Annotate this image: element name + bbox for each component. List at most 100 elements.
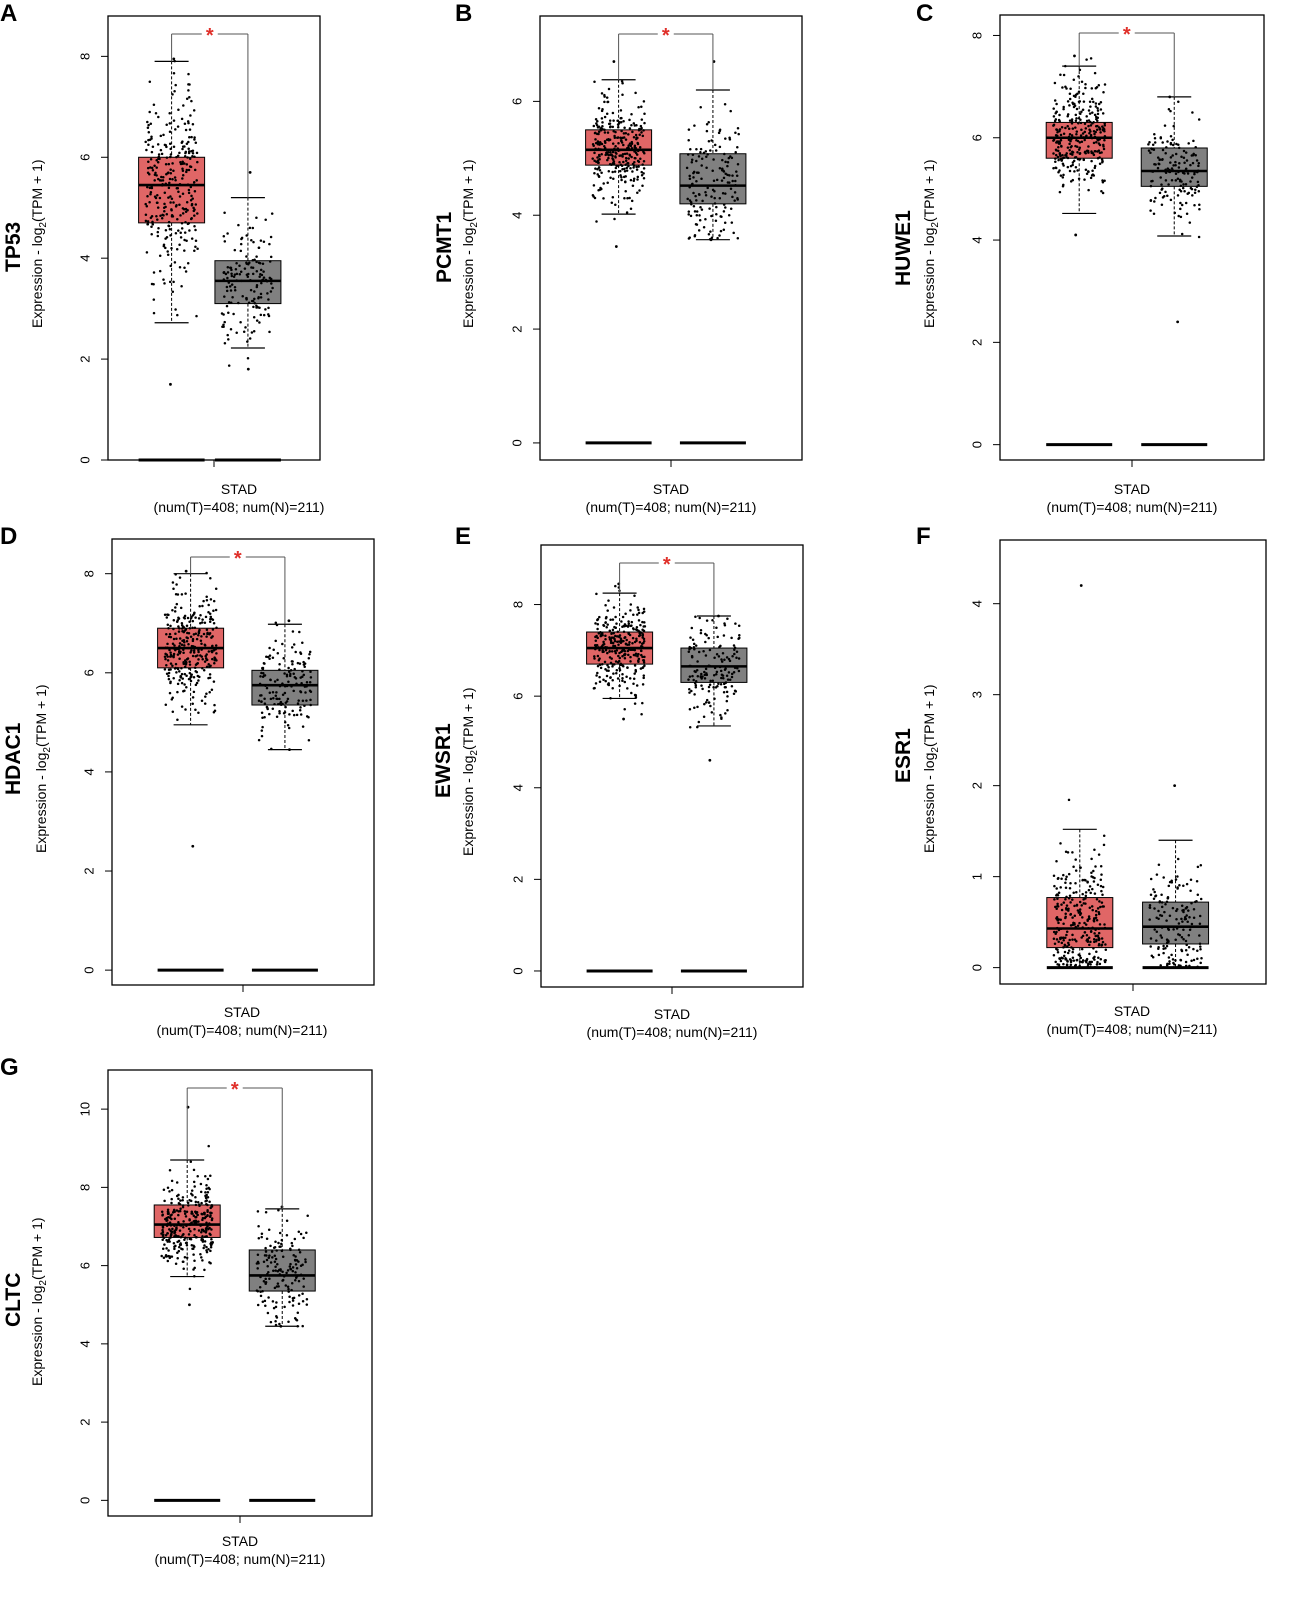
data-point (643, 655, 646, 659)
data-point (632, 135, 636, 139)
data-point (614, 615, 617, 619)
data-point (1096, 124, 1099, 128)
data-point (197, 1220, 200, 1223)
data-point (616, 640, 619, 643)
data-point (616, 119, 619, 123)
data-point (259, 268, 263, 272)
data-point (1093, 164, 1097, 168)
data-point (168, 280, 172, 284)
data-point (1092, 100, 1095, 104)
data-point (190, 194, 193, 198)
data-point (1058, 130, 1061, 133)
data-point (1177, 964, 1181, 967)
data-point (1185, 212, 1189, 216)
data-point (1096, 156, 1100, 160)
data-point (237, 223, 240, 227)
data-point (1078, 158, 1082, 161)
data-point (629, 178, 633, 182)
data-point (194, 1203, 198, 1207)
data-point (174, 231, 178, 235)
y-tick-label: 2 (510, 876, 525, 883)
data-point (162, 1188, 166, 1192)
data-point (185, 239, 188, 242)
data-point (172, 169, 175, 172)
data-point (713, 196, 716, 200)
data-point (167, 1254, 170, 1258)
data-point (593, 151, 596, 155)
data-point (736, 236, 740, 240)
data-point (281, 693, 285, 696)
data-point (1169, 198, 1173, 202)
data-point (1069, 963, 1073, 966)
y-tick-label: 6 (77, 1262, 92, 1269)
data-point (1074, 881, 1077, 885)
data-point (283, 1305, 286, 1309)
y-tick-label: 8 (77, 1184, 92, 1191)
data-point (180, 141, 184, 145)
data-point (625, 675, 628, 678)
data-point (594, 639, 598, 643)
data-point (178, 657, 181, 661)
data-point (221, 325, 224, 328)
data-point (613, 170, 617, 173)
data-point (600, 633, 603, 637)
data-point (196, 662, 200, 665)
data-point (222, 313, 225, 316)
data-point (637, 634, 641, 638)
data-point (158, 254, 162, 257)
data-point (1067, 943, 1071, 946)
data-point (174, 128, 177, 131)
data-point (1189, 180, 1192, 183)
data-point (1062, 954, 1066, 958)
data-point (279, 1268, 282, 1271)
data-point (688, 174, 691, 178)
data-point (184, 708, 187, 711)
data-point (1176, 857, 1180, 861)
data-point (1195, 159, 1199, 162)
data-point (1155, 930, 1159, 934)
sample-counts: (num(T)=408; num(N)=211) (1046, 499, 1218, 515)
data-point (1072, 891, 1075, 895)
data-point (259, 675, 262, 678)
data-point (169, 680, 172, 683)
data-point (173, 1247, 176, 1251)
data-point (297, 1230, 301, 1233)
data-point (178, 266, 182, 269)
data-point (613, 217, 616, 221)
data-point (1102, 143, 1105, 147)
data-point (188, 1303, 191, 1307)
data-point (181, 1198, 184, 1202)
data-point (592, 124, 596, 128)
data-point (1197, 118, 1201, 121)
data-point (239, 242, 243, 246)
data-point (1103, 122, 1106, 125)
data-point (696, 674, 700, 678)
data-point (1180, 155, 1183, 159)
data-point (714, 219, 718, 223)
data-point (605, 96, 609, 99)
data-point (1078, 68, 1082, 72)
data-point (1084, 959, 1087, 963)
data-point (201, 1235, 204, 1238)
data-point (1096, 907, 1100, 910)
data-point (1101, 160, 1104, 163)
data-point (689, 214, 693, 218)
data-point (1103, 83, 1107, 86)
plot-frame (111, 538, 375, 986)
data-point (642, 100, 646, 103)
data-point (615, 669, 619, 672)
data-point (305, 1231, 308, 1235)
data-point (167, 674, 170, 678)
data-point (1160, 936, 1164, 939)
data-point (621, 81, 624, 85)
data-point (1149, 151, 1152, 155)
data-point (1199, 961, 1202, 965)
data-point (173, 261, 177, 264)
data-point (196, 160, 199, 164)
data-point (697, 650, 701, 654)
data-point (636, 175, 640, 179)
data-point (618, 169, 622, 173)
data-point (181, 1248, 184, 1251)
data-point (187, 147, 190, 150)
data-point (614, 151, 617, 154)
